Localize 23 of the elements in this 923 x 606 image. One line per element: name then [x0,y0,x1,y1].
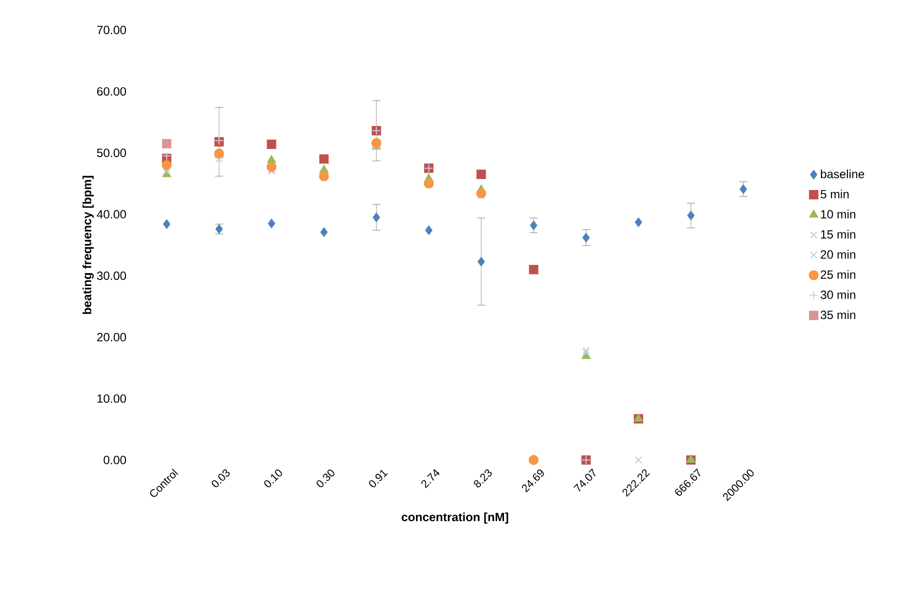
legend-label: 25 min [820,270,856,279]
legend-label: 5 min [820,190,849,198]
x-tick-label: 0.30 [316,469,334,488]
legend-label: 15 min [821,230,856,239]
x-tick-label: 0.03 [212,469,230,488]
legend-label: 30 min [820,290,856,299]
y-tick-label: 50.00 [97,148,126,158]
y-tick-label: 70.00 [97,26,126,34]
y-tick-label: 0.00 [104,456,126,464]
y-tick-label: 10.00 [97,394,126,403]
y-axis-title: beating frequency [bpm] [82,176,94,314]
y-tick-label: 20.00 [97,332,126,342]
y-tick-label: 40.00 [96,210,126,219]
x-tick-label: 0.91 [369,470,388,488]
legend-label: baseline [820,170,864,178]
x-tick-label: 0.10 [264,469,282,488]
legend-label: 20 min [820,250,856,259]
y-tick-label: 60.00 [97,87,126,96]
y-tick-label: 30.00 [97,271,126,280]
legend-label: 10 min [821,210,856,219]
x-axis-title: concentration [nM] [402,512,508,524]
x-tick-label: 8.23 [474,469,492,488]
legend-label: 35 min [820,310,856,320]
